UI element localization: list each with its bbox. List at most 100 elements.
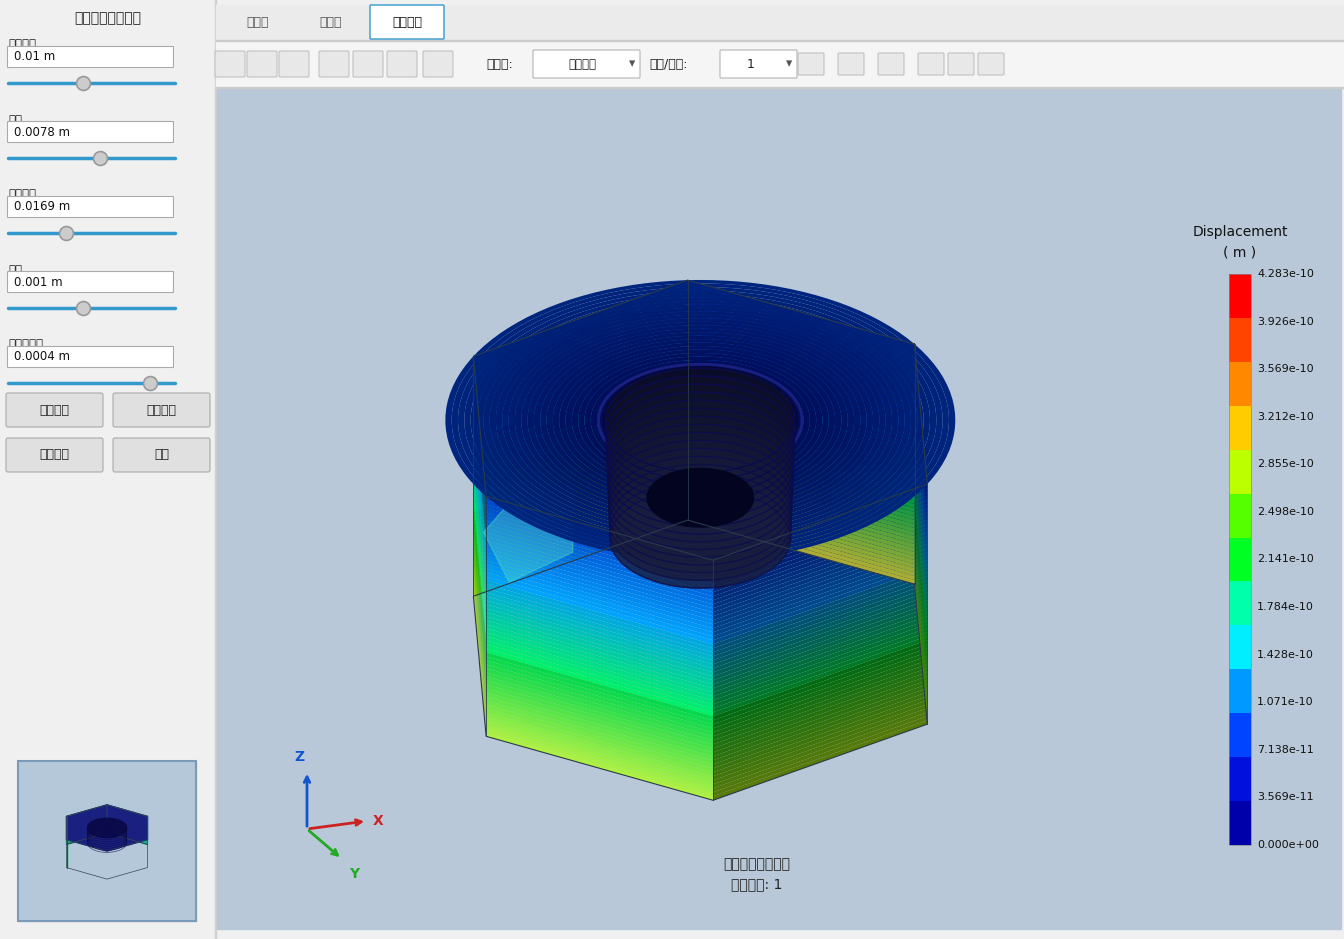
Polygon shape xyxy=(714,704,927,784)
Polygon shape xyxy=(914,448,927,593)
Polygon shape xyxy=(914,444,927,588)
Polygon shape xyxy=(914,520,927,664)
Polygon shape xyxy=(473,520,487,664)
Polygon shape xyxy=(688,472,914,540)
Polygon shape xyxy=(914,396,927,540)
Polygon shape xyxy=(473,420,688,500)
Polygon shape xyxy=(487,724,714,793)
Polygon shape xyxy=(914,456,927,600)
Polygon shape xyxy=(473,476,688,556)
FancyBboxPatch shape xyxy=(353,51,383,77)
Polygon shape xyxy=(914,536,927,680)
Bar xyxy=(1228,273,1251,318)
Polygon shape xyxy=(688,412,914,480)
Bar xyxy=(1228,757,1251,801)
Polygon shape xyxy=(914,496,927,640)
Polygon shape xyxy=(473,412,487,556)
Polygon shape xyxy=(714,596,927,676)
Bar xyxy=(216,41,1344,87)
Text: 厅度: 厅度 xyxy=(8,114,22,127)
Polygon shape xyxy=(473,348,688,428)
Polygon shape xyxy=(473,440,487,584)
Polygon shape xyxy=(714,593,927,672)
Polygon shape xyxy=(473,388,487,532)
Polygon shape xyxy=(473,377,487,520)
Polygon shape xyxy=(473,496,487,640)
Polygon shape xyxy=(914,432,927,577)
Polygon shape xyxy=(473,428,487,572)
Polygon shape xyxy=(914,364,927,508)
Polygon shape xyxy=(688,480,914,548)
Polygon shape xyxy=(714,528,927,608)
Polygon shape xyxy=(914,352,927,496)
Polygon shape xyxy=(473,368,487,513)
Polygon shape xyxy=(914,528,927,672)
Text: 分析步:: 分析步: xyxy=(487,57,513,70)
Polygon shape xyxy=(487,648,714,716)
Polygon shape xyxy=(597,363,804,477)
Polygon shape xyxy=(688,492,914,560)
Polygon shape xyxy=(606,384,794,488)
Polygon shape xyxy=(714,688,927,768)
Text: 通用分析: 1: 通用分析: 1 xyxy=(731,877,782,891)
Polygon shape xyxy=(487,580,714,648)
Polygon shape xyxy=(714,644,927,724)
Polygon shape xyxy=(473,404,688,485)
FancyBboxPatch shape xyxy=(280,51,309,77)
Polygon shape xyxy=(914,404,927,548)
Polygon shape xyxy=(688,380,914,448)
Polygon shape xyxy=(914,356,927,500)
Polygon shape xyxy=(714,508,927,588)
Polygon shape xyxy=(473,304,688,384)
Polygon shape xyxy=(688,292,914,360)
Polygon shape xyxy=(714,584,927,664)
Polygon shape xyxy=(714,485,927,564)
Polygon shape xyxy=(473,296,688,377)
Polygon shape xyxy=(473,432,487,577)
Polygon shape xyxy=(688,320,914,388)
Polygon shape xyxy=(473,456,487,600)
Polygon shape xyxy=(688,408,914,476)
Polygon shape xyxy=(473,488,688,568)
Bar xyxy=(17,761,196,921)
Polygon shape xyxy=(487,568,714,637)
FancyBboxPatch shape xyxy=(319,51,349,77)
Polygon shape xyxy=(714,488,927,568)
Polygon shape xyxy=(473,380,688,460)
Polygon shape xyxy=(714,492,927,572)
Text: 一键计算: 一键计算 xyxy=(39,449,70,461)
Polygon shape xyxy=(688,348,914,416)
Polygon shape xyxy=(473,500,688,580)
Polygon shape xyxy=(473,393,487,536)
Polygon shape xyxy=(688,377,914,444)
Polygon shape xyxy=(473,532,487,676)
Text: 2.141e-10: 2.141e-10 xyxy=(1257,555,1313,564)
Polygon shape xyxy=(473,412,688,492)
Text: 1.071e-10: 1.071e-10 xyxy=(1257,698,1313,707)
Polygon shape xyxy=(688,444,914,512)
Polygon shape xyxy=(914,580,927,724)
Polygon shape xyxy=(487,720,714,788)
Polygon shape xyxy=(484,300,918,540)
Polygon shape xyxy=(508,315,892,526)
Polygon shape xyxy=(473,516,487,660)
Text: 几何图: 几何图 xyxy=(247,16,269,29)
Polygon shape xyxy=(473,500,487,644)
Polygon shape xyxy=(688,356,914,424)
Polygon shape xyxy=(714,600,927,680)
Polygon shape xyxy=(473,453,487,596)
Polygon shape xyxy=(487,637,714,704)
Polygon shape xyxy=(714,708,927,788)
Polygon shape xyxy=(714,669,927,748)
Polygon shape xyxy=(688,393,914,460)
Polygon shape xyxy=(714,648,927,729)
Polygon shape xyxy=(473,556,487,700)
Polygon shape xyxy=(487,548,714,616)
Polygon shape xyxy=(473,593,487,736)
Polygon shape xyxy=(473,460,688,540)
Polygon shape xyxy=(914,568,927,712)
Polygon shape xyxy=(914,560,927,704)
Polygon shape xyxy=(914,572,927,716)
Polygon shape xyxy=(714,624,927,704)
Bar xyxy=(1228,801,1251,845)
